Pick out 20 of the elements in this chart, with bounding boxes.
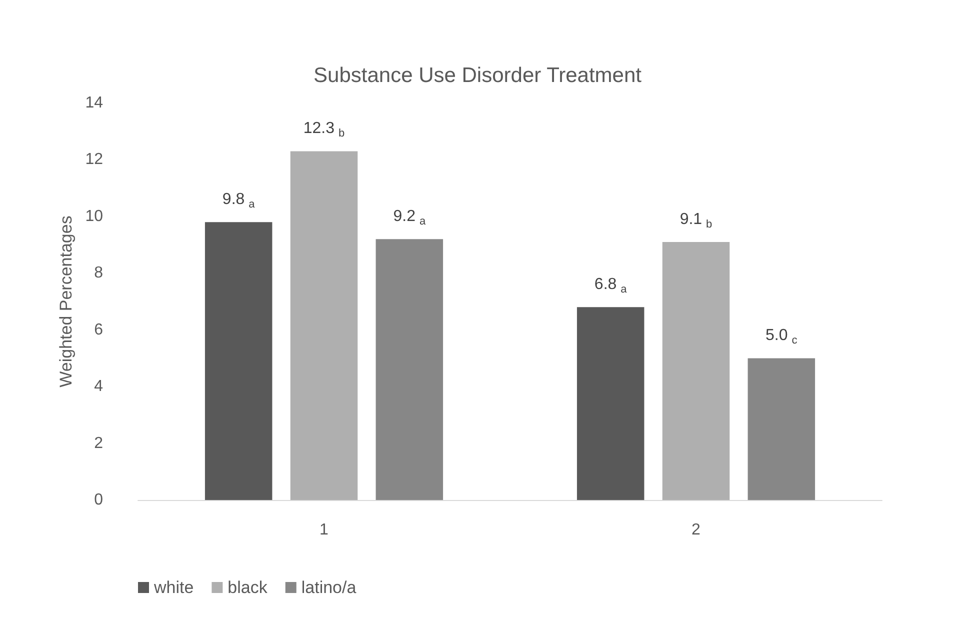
bar [662,242,730,500]
y-axis-title: Weighted Percentages [56,216,76,388]
chart-title: Substance Use Disorder Treatment [314,64,642,87]
bar [576,307,644,500]
bar [204,222,272,500]
legend-label: white [153,578,194,597]
y-tick-label: 12 [85,151,104,168]
bar [748,358,816,500]
y-tick-label: 4 [94,378,104,396]
x-tick-label: 1 [320,522,329,538]
y-tick-label: 0 [94,492,104,508]
y-tick-label: 10 [85,208,104,225]
y-tick-label: 8 [94,264,104,282]
bar [376,239,444,500]
legend-label: black [228,578,268,597]
legend-label: latino/a [301,578,357,597]
bar [290,151,358,500]
y-tick-label: 14 [85,94,104,112]
y-tick-label: 2 [94,434,104,452]
y-tick-label: 6 [94,321,104,338]
